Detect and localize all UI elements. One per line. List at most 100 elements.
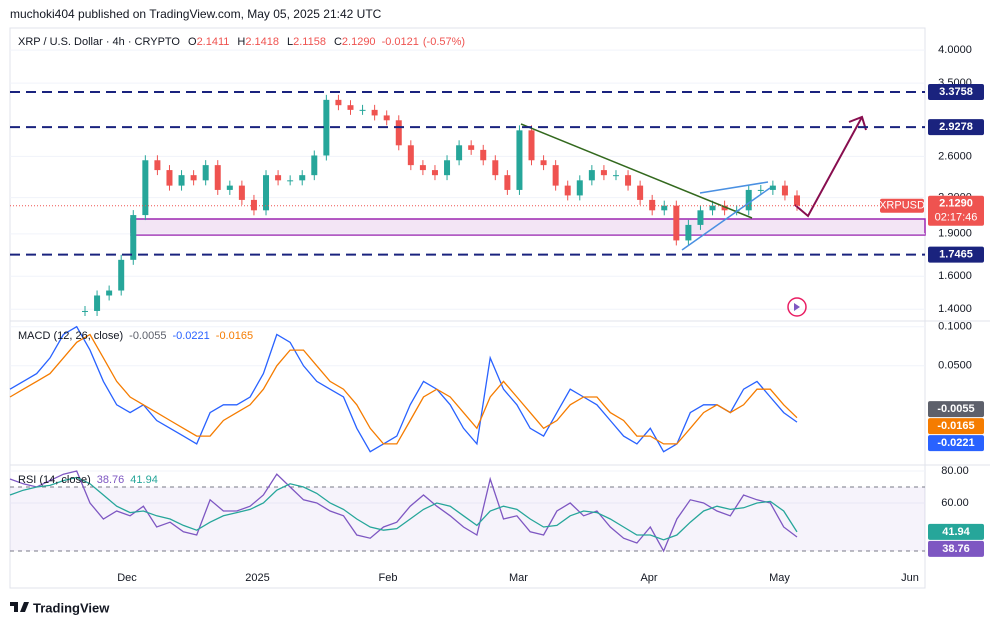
y-tick-label: 1.6000 — [938, 270, 972, 282]
publish-info: muchoki404 published on TradingView.com,… — [10, 7, 382, 21]
tv-icon — [787, 297, 807, 317]
symbol-label: XRPUSD — [879, 200, 925, 212]
level-badge — [928, 119, 984, 136]
level-badge — [928, 246, 984, 263]
legend-item: O — [188, 36, 197, 48]
candle — [130, 215, 137, 260]
legend-value: 38.76 — [97, 474, 125, 486]
indicator-line — [9, 470, 798, 553]
candle — [528, 130, 535, 161]
candle — [94, 295, 101, 311]
price-label: 2.1290 — [939, 198, 973, 210]
candle — [661, 205, 668, 211]
candle — [576, 180, 583, 196]
value-badge — [928, 435, 984, 452]
legend-item: H — [237, 36, 245, 48]
level-label: 3.3758 — [939, 86, 973, 98]
value-badge-label: -0.0221 — [937, 437, 974, 449]
candle — [202, 165, 209, 181]
candle — [757, 189, 764, 191]
legend-item: 2.1158 — [293, 36, 326, 48]
legend: MACD (12, 26, close) -0.0055 -0.0221 -0.016… — [18, 330, 253, 342]
level-label: 2.9278 — [939, 121, 973, 133]
legend-item: 2.1290 — [342, 36, 376, 48]
candle — [769, 185, 776, 190]
candle — [540, 160, 547, 166]
legend-value: -0.0165 — [216, 330, 253, 342]
legend-item: C — [334, 36, 342, 48]
indicator-line — [9, 333, 798, 445]
value-badge-label: -0.0055 — [937, 403, 974, 415]
wedge-line — [681, 187, 771, 251]
legend-item: (-0.57%) — [423, 36, 465, 48]
candle — [419, 165, 426, 171]
candle — [794, 195, 800, 206]
x-tick-label: 2025 — [245, 572, 269, 584]
candle — [154, 160, 161, 171]
candle — [82, 310, 88, 312]
value-badge — [928, 401, 984, 418]
candle — [709, 205, 716, 211]
legend: RSI (14, close) 38.76 41.94 — [18, 474, 158, 486]
candle — [371, 109, 378, 116]
icon-glyph — [794, 303, 800, 311]
candle — [106, 290, 113, 296]
candle — [190, 175, 197, 181]
candle — [263, 175, 270, 211]
level-badge — [928, 83, 984, 100]
candle — [299, 175, 306, 181]
y-tick-label: 0.1000 — [938, 321, 972, 333]
y-tick-label: 0.0500 — [938, 360, 972, 372]
candle — [564, 185, 571, 196]
candle — [721, 205, 728, 211]
candle — [480, 149, 487, 161]
candle — [468, 145, 475, 150]
legend-item: 2.1418 — [245, 36, 279, 48]
legend-value: 41.94 — [130, 474, 158, 486]
value-badge-label: 41.94 — [942, 526, 970, 538]
countdown: 02:17:46 — [935, 212, 978, 224]
y-tick-label: 1.9000 — [938, 228, 972, 240]
candle — [226, 185, 233, 190]
candle — [347, 105, 354, 110]
value-badge — [928, 540, 984, 557]
y-tick-label: 4.0000 — [938, 44, 972, 56]
wedge-line — [699, 181, 769, 194]
candle — [637, 185, 644, 200]
candle — [685, 224, 692, 241]
indicator-line — [9, 476, 798, 541]
x-tick-label: Dec — [117, 572, 137, 584]
support-zone — [130, 218, 926, 236]
candle — [238, 185, 245, 200]
level-label: 1.7465 — [939, 249, 973, 261]
candle — [178, 175, 185, 186]
value-badge-label: -0.0165 — [937, 420, 974, 432]
value-badge-label: 38.76 — [942, 543, 970, 555]
candle — [431, 170, 438, 176]
candle — [745, 189, 752, 211]
legend-title: MACD (12, 26, close) — [18, 330, 123, 342]
candle — [516, 130, 523, 190]
y-tick-label: 2.6000 — [938, 150, 972, 162]
candle — [214, 165, 221, 190]
candle — [383, 115, 390, 121]
x-tick-label: May — [769, 572, 790, 584]
logo-mark — [10, 602, 29, 612]
legend-item: XRP / U.S. Dollar · 4h · CRYPTO — [18, 36, 180, 48]
icon-ring — [787, 297, 807, 317]
series-layer — [9, 49, 925, 553]
trendline — [520, 123, 753, 219]
tv-logo — [10, 602, 29, 612]
value-badge — [928, 418, 984, 435]
x-tick-label: Apr — [640, 572, 657, 584]
symbol-badge — [880, 198, 924, 213]
x-tick-label: Feb — [379, 572, 398, 584]
candle — [407, 145, 414, 166]
projection-arrow — [794, 116, 863, 218]
legend-item: 2.1411 — [197, 36, 230, 48]
candle — [166, 170, 173, 186]
candle — [444, 160, 451, 176]
candle — [625, 175, 632, 186]
indicator-line — [9, 325, 798, 453]
